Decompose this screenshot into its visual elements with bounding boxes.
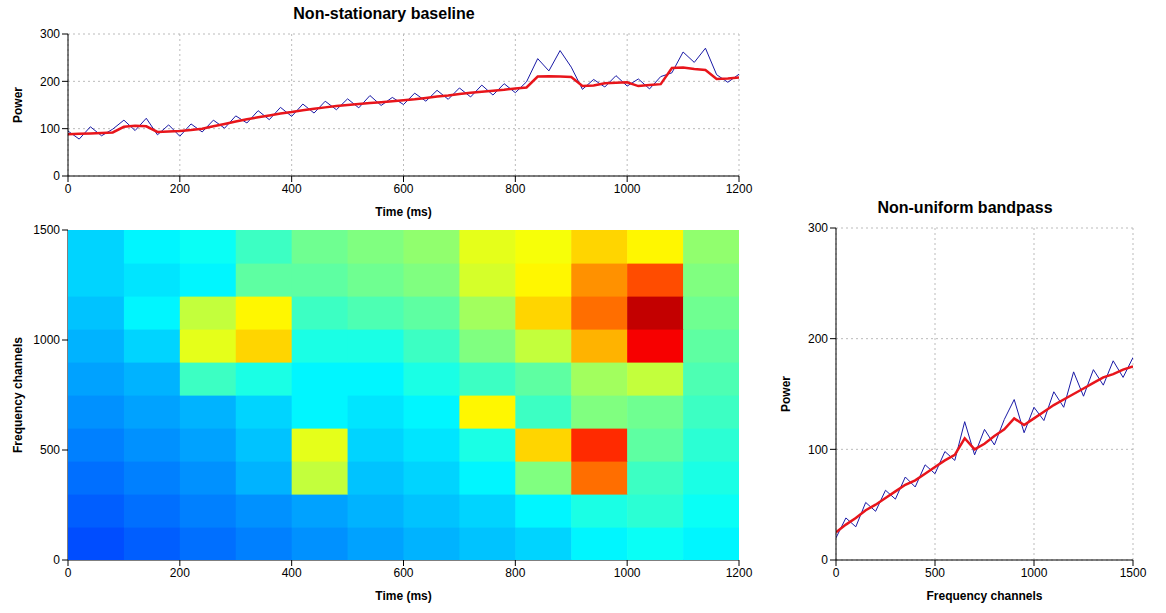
- svg-text:1500: 1500: [1120, 566, 1147, 580]
- svg-text:800: 800: [505, 566, 525, 580]
- svg-text:0: 0: [833, 566, 840, 580]
- svg-text:100: 100: [808, 443, 828, 457]
- svg-text:1000: 1000: [1021, 566, 1048, 580]
- svg-text:200: 200: [808, 332, 828, 346]
- svg-text:1500: 1500: [33, 223, 60, 237]
- html-text:Non-stationary baseline: Non-stationary baseline: [293, 5, 475, 22]
- svg-text:Time (ms): Time (ms): [375, 589, 431, 603]
- svg-text:1200: 1200: [726, 182, 753, 196]
- svg-text:100: 100: [40, 122, 60, 136]
- svg-text:1000: 1000: [33, 333, 60, 347]
- svg-text:500: 500: [925, 566, 945, 580]
- svg-text:200: 200: [40, 75, 60, 89]
- svg-text:200: 200: [170, 182, 190, 196]
- svg-text:0: 0: [53, 169, 60, 183]
- svg-text:200: 200: [170, 566, 190, 580]
- svg-text:600: 600: [393, 182, 413, 196]
- svg-text:0: 0: [53, 553, 60, 567]
- svg-text:800: 800: [505, 182, 525, 196]
- svg-text:Frequency channels: Frequency channels: [926, 589, 1042, 603]
- svg-text:400: 400: [282, 566, 302, 580]
- svg-text:Power: Power: [11, 87, 25, 123]
- svg-text:500: 500: [40, 443, 60, 457]
- svg-text:600: 600: [393, 566, 413, 580]
- svg-text:300: 300: [40, 27, 60, 41]
- svg-text:300: 300: [808, 221, 828, 235]
- html-text:Non-uniform bandpass: Non-uniform bandpass: [877, 199, 1053, 216]
- svg-text:Power: Power: [779, 376, 793, 412]
- svg-text:0: 0: [65, 182, 72, 196]
- svg-text:Time (ms): Time (ms): [375, 205, 431, 219]
- svg-text:0: 0: [821, 553, 828, 567]
- svg-text:0: 0: [65, 566, 72, 580]
- svg-text:1000: 1000: [614, 566, 641, 580]
- svg-text:1000: 1000: [614, 182, 641, 196]
- svg-text:Frequency channels: Frequency channels: [11, 337, 25, 453]
- svg-text:1200: 1200: [726, 566, 753, 580]
- svg-text:400: 400: [282, 182, 302, 196]
